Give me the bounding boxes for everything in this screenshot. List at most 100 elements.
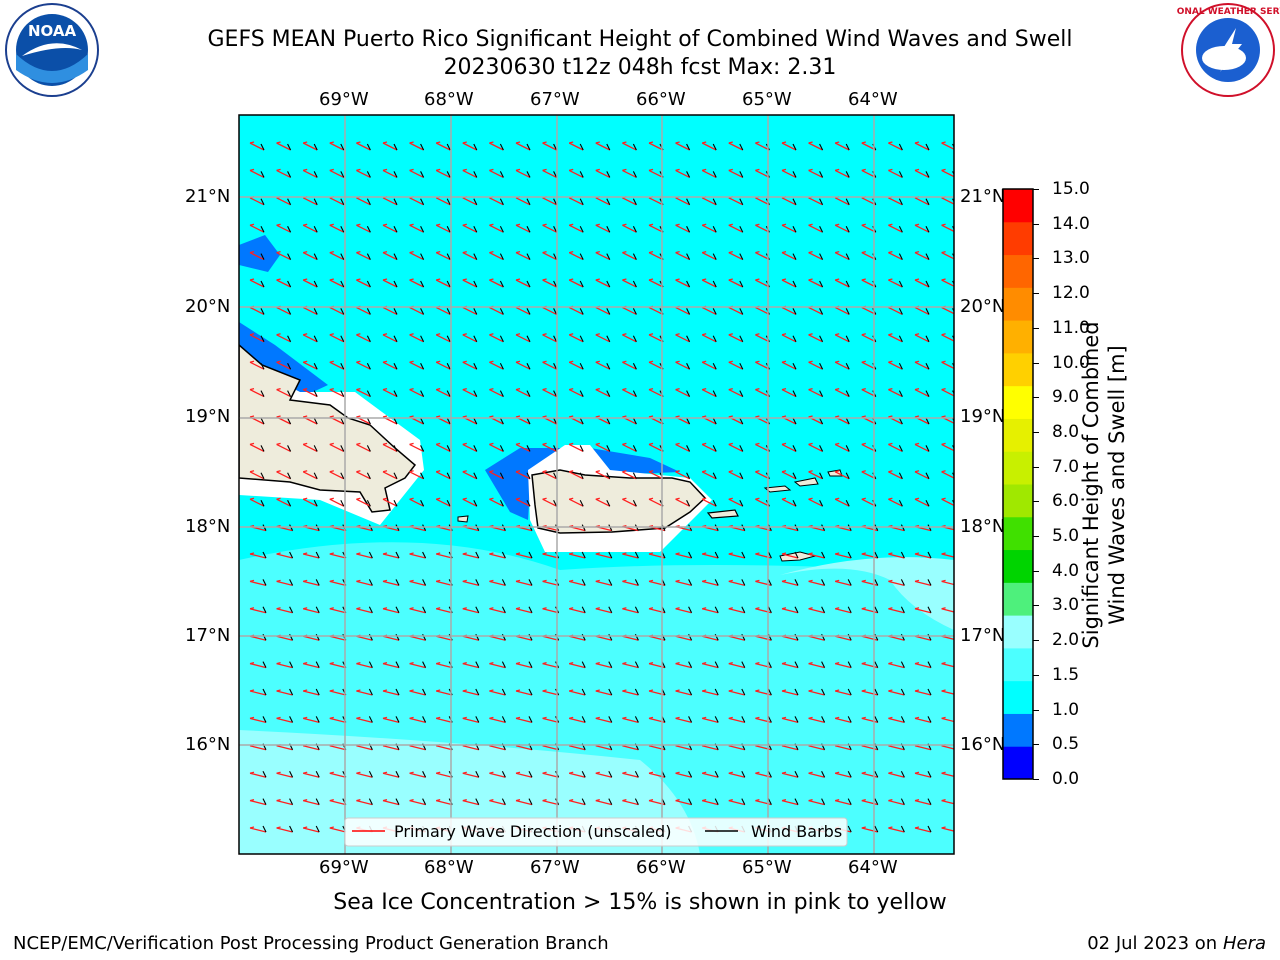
wind-barb-flag [446, 308, 451, 315]
wave-arrow-head [622, 442, 627, 446]
wave-direction-arrow [409, 690, 426, 696]
wave-direction-arrow [542, 745, 559, 751]
wave-direction-arrow [542, 224, 557, 233]
wind-barb-flag [952, 253, 954, 258]
wind-barb-flag [712, 445, 717, 452]
wave-direction-arrow [595, 279, 611, 288]
wind-barb-flag [952, 171, 954, 176]
wave-direction-arrow [888, 361, 903, 370]
wind-barb-flag [632, 335, 637, 343]
wave-direction-arrow [888, 389, 903, 398]
wave-arrow-head [914, 333, 920, 336]
wave-arrow-head [462, 661, 467, 665]
wave-direction-arrow [622, 224, 637, 233]
wave-arrow-head [569, 497, 574, 500]
wind-barb-flag [925, 253, 930, 260]
wave-direction-arrow [675, 553, 692, 559]
wave-direction-arrow [728, 169, 744, 178]
wave-arrow-head [702, 141, 707, 144]
wind-barb-flag [260, 390, 265, 397]
wind-barb-flag [366, 253, 371, 260]
wave-arrow-head [356, 798, 361, 802]
wind-barb-flag [260, 445, 265, 452]
wave-direction-arrow [701, 361, 717, 370]
wind-barb-flag [821, 688, 826, 696]
wave-arrow-head [622, 223, 627, 226]
wave-direction-arrow [515, 498, 531, 507]
wave-direction-arrow [569, 772, 586, 778]
wave-direction-arrow [542, 443, 557, 452]
wave-arrow-head [409, 360, 414, 363]
wave-arrow-head [648, 716, 654, 720]
wave-direction-arrow [675, 690, 692, 696]
wave-arrow-head [781, 333, 787, 336]
wave-direction-arrow [542, 635, 559, 641]
wind-barb-flag [952, 445, 954, 450]
wave-direction-arrow [595, 608, 612, 614]
wave-direction-arrow [382, 608, 400, 614]
wave-direction-arrow [861, 772, 878, 778]
wave-direction-arrow [914, 745, 932, 751]
wave-direction-arrow [595, 635, 612, 641]
wave-arrow-head [515, 250, 521, 254]
wind-barb-flag [499, 253, 504, 260]
wave-arrow-head [436, 497, 441, 500]
wind-barb-flag [528, 688, 533, 696]
wind-barb-flag [473, 198, 478, 206]
wind-barb-flag [845, 362, 850, 370]
wind-barb-flag [526, 308, 531, 315]
wave-direction-arrow [489, 443, 504, 452]
wave-direction-arrow [755, 252, 770, 261]
wave-direction-arrow [303, 772, 320, 778]
wave-direction-arrow [249, 443, 265, 452]
colorbar-tick-label: 1.0 [1052, 699, 1080, 720]
title-line-2: 20230630 t12z 048h fcst Max: 2.31 [443, 55, 837, 80]
wave-arrow-head [462, 415, 467, 418]
wind-barb-flag [393, 445, 398, 452]
wave-direction-arrow [568, 306, 584, 315]
wind-barb-flag [819, 225, 824, 233]
wave-arrow-head [569, 442, 574, 446]
wind-barb-flag [632, 225, 637, 233]
wind-barb-flag [712, 390, 717, 397]
wave-direction-arrow [728, 224, 744, 233]
wave-arrow-head [249, 661, 255, 665]
wave-arrow-head [702, 716, 707, 720]
wave-arrow-head [861, 689, 866, 692]
wind-barb-flag [366, 171, 371, 178]
wave-direction-arrow [701, 498, 717, 507]
wind-barb-flag [874, 579, 879, 586]
wave-arrow-head [755, 141, 760, 144]
wave-arrow-head [675, 661, 680, 665]
wave-direction-arrow [888, 799, 905, 806]
wave-direction-arrow [249, 553, 267, 559]
wave-direction-arrow [701, 142, 717, 151]
wave-direction-arrow [356, 197, 371, 206]
wave-direction-arrow [435, 224, 451, 233]
wave-direction-arrow [382, 799, 400, 806]
wave-direction-arrow [755, 142, 770, 151]
wave-arrow-head [356, 579, 361, 583]
wind-barb-flag [420, 335, 425, 343]
wave-direction-arrow [888, 252, 903, 261]
wave-arrow-head [329, 579, 334, 583]
wave-direction-arrow [728, 580, 745, 587]
wave-direction-arrow [435, 197, 451, 206]
wave-direction-arrow [515, 553, 533, 559]
wave-arrow-head [835, 552, 840, 555]
wave-arrow-head [914, 415, 920, 418]
wave-direction-arrow [515, 635, 533, 641]
wave-direction-arrow [941, 690, 954, 695]
wind-barb-flag [688, 606, 693, 614]
wind-barb-flag [792, 253, 797, 260]
wave-arrow-head [622, 716, 627, 720]
wave-direction-arrow [276, 169, 291, 178]
wave-arrow-head [861, 716, 866, 720]
wave-arrow-head [462, 360, 467, 363]
wave-direction-arrow [489, 799, 506, 806]
wave-arrow-head [436, 168, 441, 172]
wave-direction-arrow [781, 662, 799, 669]
wind-barb-flag [632, 390, 637, 397]
wave-direction-arrow [249, 471, 265, 480]
lon-label-bottom-64W: 64°W [848, 857, 898, 878]
